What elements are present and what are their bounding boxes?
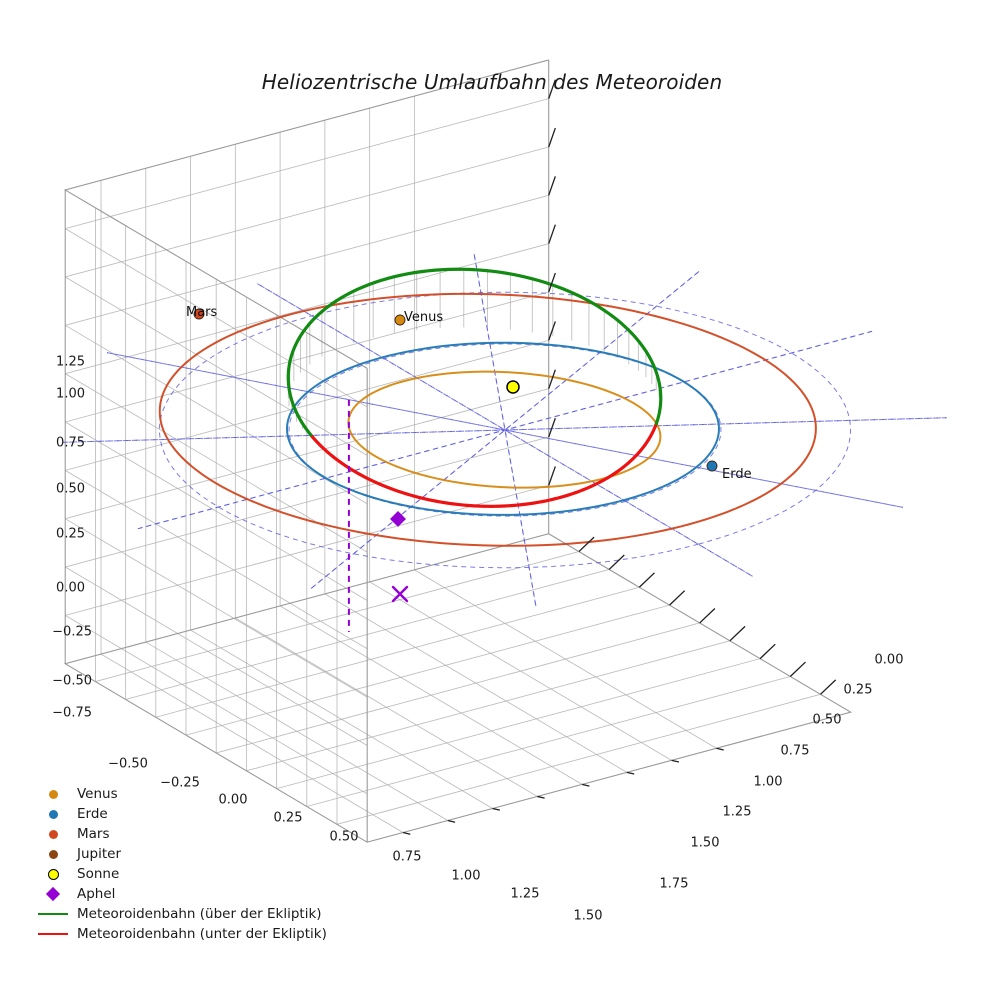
z-axis-tick-7: −0.50 [52, 673, 92, 689]
marker-venus [394, 314, 406, 326]
x-axis-tick-8: 1.50 [573, 908, 603, 924]
z-axis-tick-8: −0.75 [52, 705, 92, 721]
legend-jupiter[interactable]: Jupiter [32, 844, 362, 864]
x-axis-tick-6: 1.00 [451, 868, 481, 884]
legend: Venus Erde Mars Jupiter Sonne Aphel Meteoroide… [32, 784, 362, 944]
legend-sun-icon [47, 868, 59, 880]
marker-sonne [506, 380, 520, 394]
legend-diamond-icon [45, 886, 61, 902]
body-label-venus: Venus [404, 310, 444, 325]
marker-mars [193, 308, 205, 320]
legend-orbit-below[interactable]: Meteoroidenbahn (unter der Ekliptik) [32, 924, 362, 944]
axis-tick-marks [402, 79, 837, 835]
z-axis-tick-1: 1.00 [56, 386, 85, 402]
z-axis-tick-5: 0.00 [56, 580, 85, 596]
x-axis-tick-3: 0.25 [273, 810, 303, 826]
legend-label: Venus [77, 786, 118, 802]
x-axis-tick-7: 1.25 [510, 886, 540, 902]
legend-label: Aphel [77, 886, 116, 902]
body-label-mars: Mars [186, 305, 218, 320]
legend-label: Sonne [77, 866, 120, 882]
legend-aphel[interactable]: Aphel [32, 884, 362, 904]
axes-panes-grid [63, 59, 853, 843]
marker-erde [706, 460, 718, 472]
legend-mars[interactable]: Mars [32, 824, 362, 844]
y-axis-tick-0: 0.00 [874, 652, 904, 668]
planet-orbits [158, 292, 817, 547]
legend-erde[interactable]: Erde [32, 804, 362, 824]
legend-line-icon [38, 912, 68, 916]
legend-label: Erde [77, 806, 108, 822]
legend-circle-icon [48, 829, 58, 839]
y-axis-tick-5: 1.25 [722, 804, 752, 820]
legend-circle-icon [48, 809, 58, 819]
meteoroid-orbit [286, 267, 663, 508]
legend-circle-icon [48, 849, 58, 859]
marker-aphel [390, 510, 406, 527]
z-axis-tick-6: −0.25 [52, 624, 92, 640]
x-axis-tick-5: 0.75 [392, 849, 422, 865]
legend-label: Mars [77, 826, 110, 842]
page-title: Heliozentrische Umlaufbahn des Meteoroid… [261, 70, 723, 94]
legend-line-icon [38, 932, 68, 936]
body-label-erde: Erde [722, 467, 752, 482]
y-axis-tick-1: 0.25 [843, 682, 873, 698]
z-axis-tick-2: 0.75 [56, 435, 85, 451]
z-axis-tick-0: 1.25 [56, 354, 85, 370]
x-axis-tick-2: 0.00 [218, 792, 248, 808]
marker-aphel-projection [391, 585, 409, 603]
x-axis-tick-1: −0.25 [160, 775, 200, 791]
x-axis-tick-0: −0.50 [108, 756, 148, 772]
x-axis-tick-4: 0.50 [329, 829, 359, 845]
legend-circle-icon [48, 789, 58, 799]
legend-sonne[interactable]: Sonne [32, 864, 362, 884]
y-axis-tick-3: 0.75 [780, 743, 810, 759]
y-axis-tick-7: 1.75 [659, 876, 689, 892]
legend-orbit-above[interactable]: Meteoroidenbahn (über der Ekliptik) [32, 904, 362, 924]
legend-label: Meteoroidenbahn (über der Ekliptik) [77, 906, 322, 922]
ecliptic-reference-grid [63, 253, 947, 607]
legend-label: Meteoroidenbahn (unter der Ekliptik) [77, 926, 327, 942]
y-axis-tick-6: 1.50 [690, 835, 720, 851]
legend-label: Jupiter [77, 846, 122, 862]
z-axis-tick-4: 0.25 [56, 526, 85, 542]
body-markers [193, 308, 718, 603]
y-axis-tick-4: 1.00 [753, 774, 783, 790]
z-axis-tick-3: 0.50 [56, 481, 85, 497]
legend-venus[interactable]: Venus [32, 784, 362, 804]
y-axis-tick-2: 0.50 [812, 712, 842, 728]
